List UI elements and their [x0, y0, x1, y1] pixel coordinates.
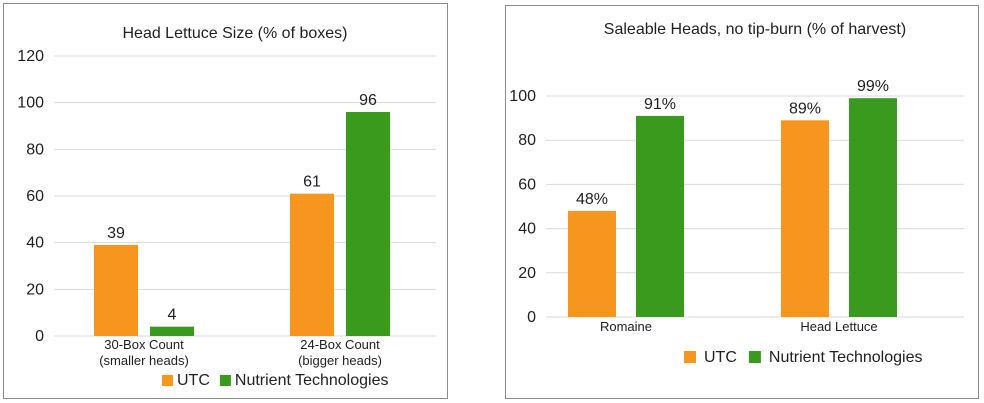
y-tick-label: 120 — [17, 48, 44, 65]
y-tick-label: 0 — [527, 309, 536, 326]
data-label: 4 — [168, 307, 177, 324]
saleable-heads-chart: Saleable Heads, no tip-burn (% of harves… — [505, 5, 979, 399]
bar-nutrient-technologies — [636, 115, 684, 317]
bar-nutrient-technologies — [150, 326, 194, 336]
data-label: 91% — [644, 96, 676, 113]
legend-label: UTC — [177, 372, 210, 389]
chart-title: Head Lettuce Size (% of boxes) — [122, 25, 347, 42]
saleable-heads-chart-svg: Saleable Heads, no tip-burn (% of harves… — [509, 21, 964, 366]
x-category-label: Head Lettuce — [800, 319, 877, 334]
data-label: 61 — [303, 174, 321, 191]
y-tick-label: 100 — [17, 95, 44, 112]
data-label: 89% — [789, 100, 821, 117]
y-tick-label: 100 — [509, 88, 536, 105]
y-tick-label: 40 — [26, 235, 44, 252]
bar-nutrient-technologies — [346, 112, 390, 336]
data-label: 96 — [359, 92, 377, 109]
x-category-label: 30-Box Count — [104, 337, 184, 352]
chart-title: Saleable Heads, no tip-burn (% of harves… — [604, 21, 906, 38]
y-tick-label: 20 — [518, 265, 536, 282]
y-tick-label: 20 — [26, 281, 44, 298]
bar-utc — [94, 245, 138, 336]
legend-label: Nutrient Technologies — [769, 349, 923, 366]
bar-nutrient-technologies — [849, 98, 897, 318]
data-label: 48% — [576, 191, 608, 208]
legend-label: UTC — [704, 349, 737, 366]
legend-swatch — [219, 375, 231, 386]
y-tick-label: 40 — [518, 221, 536, 238]
x-category-label: 24-Box Count — [300, 337, 380, 352]
legend-swatch — [684, 351, 696, 363]
y-tick-label: 60 — [518, 176, 536, 193]
bar-utc — [568, 210, 616, 317]
y-tick-label: 80 — [518, 132, 536, 149]
bar-utc — [290, 193, 334, 336]
x-category-label: (smaller heads) — [99, 353, 189, 368]
x-category-label: Romaine — [600, 319, 652, 334]
x-category-label: (bigger heads) — [298, 353, 382, 368]
data-label: 99% — [857, 78, 889, 95]
y-tick-label: 0 — [35, 328, 44, 345]
data-label: 39 — [107, 225, 125, 242]
legend-swatch — [162, 375, 173, 386]
lettuce-size-chart: Head Lettuce Size (% of boxes) 0 20 40 60 80 1… — [3, 3, 448, 399]
bar-utc — [781, 120, 829, 317]
legend-label: Nutrient Technologies — [235, 372, 389, 389]
y-tick-label: 60 — [26, 188, 44, 205]
legend-swatch — [748, 351, 761, 363]
y-tick-label: 80 — [26, 141, 44, 158]
lettuce-size-chart-svg: Head Lettuce Size (% of boxes) 0 20 40 60 80 1… — [17, 25, 436, 389]
